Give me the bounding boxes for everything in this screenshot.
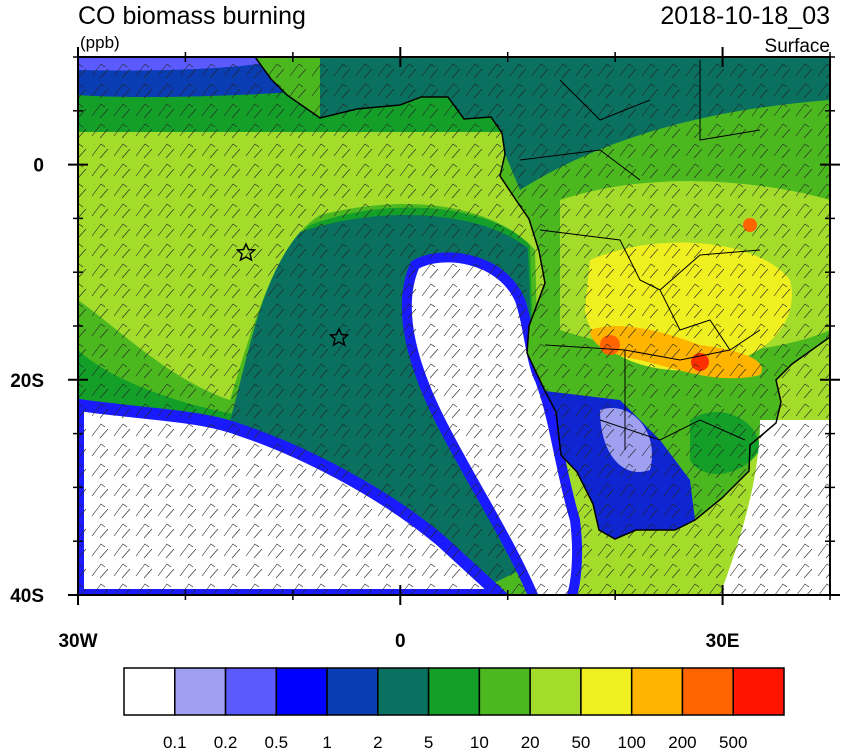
colorbar-box xyxy=(478,667,531,716)
units: (ppb) xyxy=(80,33,120,52)
colorbar-box xyxy=(427,667,481,716)
colorbar-label: 10 xyxy=(470,733,489,750)
colorbar-box xyxy=(275,667,328,716)
map-field xyxy=(78,57,830,595)
colorbar-label: 200 xyxy=(668,733,696,750)
colorbar-label: 2 xyxy=(373,733,382,750)
colorbar-box xyxy=(681,667,734,716)
colorbar-box xyxy=(377,667,430,716)
colorbar-label: 0.2 xyxy=(214,733,238,750)
colorbar-box xyxy=(174,667,227,716)
colorbar-box xyxy=(123,667,176,716)
y-tick-label: 40S xyxy=(10,586,44,607)
colorbar-box xyxy=(630,667,684,716)
x-tick-label: 30E xyxy=(706,631,740,652)
colorbar-label: 100 xyxy=(618,733,646,750)
x-tick-label: 0 xyxy=(395,631,406,652)
colorbar-label: 1 xyxy=(322,733,331,750)
colorbar-box xyxy=(529,667,582,716)
y-tick-label: 0 xyxy=(33,156,44,177)
colorbar-box xyxy=(224,667,278,716)
level: Surface xyxy=(765,36,830,57)
colorbar: 0.1 0.2 0.5 1 2 5 10 20 50 100 200 500 xyxy=(123,667,785,752)
colorbar-box xyxy=(732,667,785,716)
y-tick-label: 20S xyxy=(10,371,44,392)
colorbar-label: 0.5 xyxy=(264,733,288,750)
axes: 30W 0 30E 0 20S 40S xyxy=(10,47,840,652)
colorbar-label: 500 xyxy=(719,733,747,750)
colorbar-box xyxy=(326,667,379,716)
colorbar-label: 0.1 xyxy=(163,733,187,750)
time: 2018-10-18_03 xyxy=(660,2,830,30)
x-tick-label: 30W xyxy=(58,631,97,652)
colorbar-label: 20 xyxy=(521,733,540,750)
colorbar-label: 5 xyxy=(424,733,433,750)
colorbar-label: 50 xyxy=(571,733,590,750)
colorbar-box xyxy=(580,667,633,716)
title: CO biomass burning xyxy=(78,2,306,30)
